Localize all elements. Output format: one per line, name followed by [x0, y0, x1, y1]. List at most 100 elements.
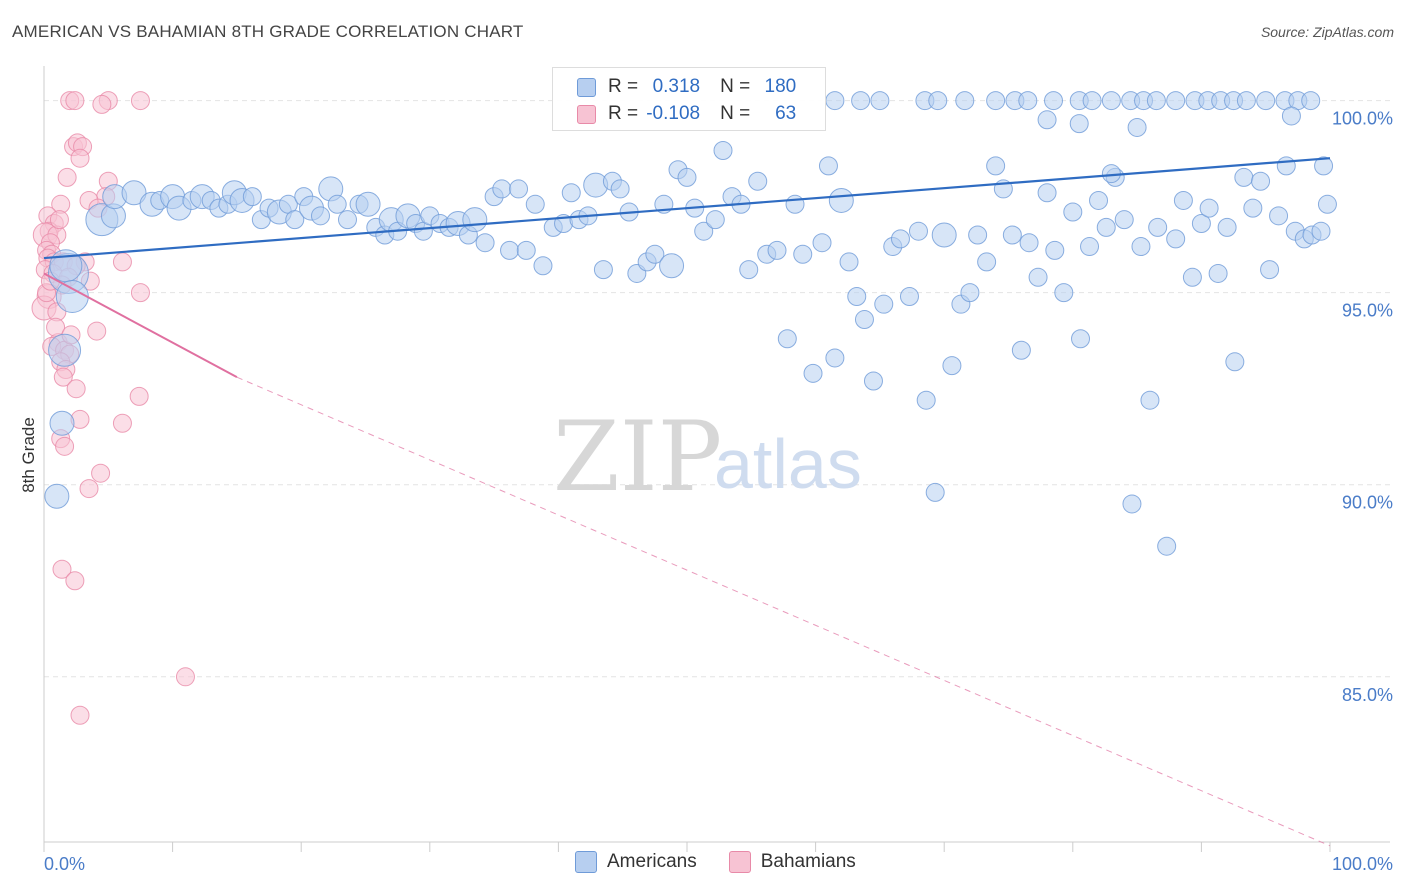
x-tick-label: 100.0%: [1332, 854, 1393, 874]
bahamian-point: [70, 148, 90, 168]
bahamian-point: [49, 210, 69, 230]
american-point: [593, 260, 613, 280]
bahamian-point: [53, 367, 73, 387]
bahamian-point: [91, 463, 111, 483]
american-point: [694, 221, 714, 241]
bahamian-point: [65, 91, 85, 111]
american-point: [337, 210, 357, 230]
american-point: [1173, 190, 1193, 210]
american-point: [1101, 91, 1121, 111]
american-point: [1276, 156, 1296, 176]
american-point: [748, 171, 768, 191]
american-point: [1101, 164, 1121, 184]
american-point: [1301, 91, 1321, 111]
y-tick-label: 85.0%: [1342, 685, 1393, 705]
american-point: [659, 253, 685, 279]
legend-item-bahamians[interactable]: Bahamians: [728, 851, 856, 873]
american-point: [1260, 260, 1280, 280]
american-point: [49, 410, 75, 436]
american-point: [500, 240, 520, 260]
american-point: [1044, 91, 1064, 111]
american-point: [1236, 91, 1256, 111]
american-point: [1166, 91, 1186, 111]
american-point: [777, 329, 797, 349]
bahamian-point: [52, 559, 72, 579]
bahamians-legend-swatch: [728, 851, 751, 873]
american-point: [1069, 114, 1089, 134]
american-point: [851, 91, 871, 111]
american-point: [1131, 237, 1151, 257]
series-legend: Americans Bahamians: [575, 851, 888, 873]
american-point: [1269, 206, 1289, 226]
bahamian-point: [87, 321, 107, 341]
american-point: [854, 310, 874, 330]
bahamian-point: [65, 571, 85, 591]
n-label: N =: [720, 103, 751, 124]
american-point: [355, 191, 381, 217]
american-point: [1028, 267, 1048, 287]
americans-legend-label: Americans: [607, 851, 697, 872]
legend-item-americans[interactable]: Americans: [575, 851, 697, 873]
tick-labels: 100.0% 95.0% 90.0% 85.0% 0.0% 100.0%: [44, 109, 1393, 874]
american-point: [1314, 156, 1334, 176]
y-tick-label: 100.0%: [1332, 109, 1393, 129]
x-tick-label: 0.0%: [44, 854, 85, 874]
american-point: [1045, 240, 1065, 260]
american-point: [509, 179, 529, 199]
american-point: [1089, 190, 1109, 210]
american-point: [645, 244, 665, 264]
bahamian-point: [79, 479, 99, 499]
american-point: [1037, 183, 1057, 203]
american-point: [793, 244, 813, 264]
axes-layer: [43, 66, 1390, 852]
stats-legend: R = 0.318 N = 180 R = -0.108 N = 63: [552, 67, 826, 131]
americans-legend-swatch: [575, 851, 597, 873]
american-point: [925, 482, 945, 502]
american-point: [986, 156, 1006, 176]
american-point: [785, 194, 805, 214]
american-trend-line: [43, 157, 1331, 260]
american-point: [705, 210, 725, 230]
r-label: R =: [608, 76, 639, 97]
chart-title: AMERICAN VS BAHAMIAN 8TH GRADE CORRELATI…: [12, 22, 524, 41]
american-point: [242, 187, 262, 207]
american-point: [960, 283, 980, 303]
stats-row-bahamians: R = -0.108 N = 63: [577, 101, 796, 127]
american-point: [828, 187, 854, 213]
american-point: [1018, 91, 1038, 111]
american-point: [825, 348, 845, 368]
american-point: [1225, 352, 1245, 372]
american-point: [874, 294, 894, 314]
bahamian-point: [46, 317, 66, 337]
american-point: [475, 233, 495, 253]
american-point: [1251, 171, 1271, 191]
american-point: [1037, 110, 1057, 130]
american-point: [931, 222, 957, 248]
bahamian-point: [130, 283, 150, 303]
american-point: [1122, 494, 1142, 514]
american-point: [870, 91, 890, 111]
american-point: [121, 180, 147, 206]
american-point: [1234, 167, 1254, 187]
bahamian-point: [129, 386, 149, 406]
bahamian-point: [92, 94, 112, 114]
american-point: [1096, 217, 1116, 237]
american-point: [1114, 210, 1134, 230]
y-tick-label: 95.0%: [1342, 301, 1393, 321]
american-point: [977, 252, 997, 272]
american-point: [285, 210, 305, 230]
bahamian-trend-line: [43, 272, 238, 379]
american-point: [908, 221, 928, 241]
grid-layer: [44, 100, 1390, 678]
american-point: [1146, 91, 1166, 111]
american-point: [1317, 194, 1337, 214]
bahamian-point: [175, 667, 195, 687]
american-point: [1191, 214, 1211, 234]
american-point: [812, 233, 832, 253]
american-point: [516, 240, 536, 260]
american-point: [525, 194, 545, 214]
bahamians-legend-label: Bahamians: [760, 851, 856, 872]
y-axis-label: 8th Grade: [19, 417, 38, 493]
american-point: [863, 371, 883, 391]
